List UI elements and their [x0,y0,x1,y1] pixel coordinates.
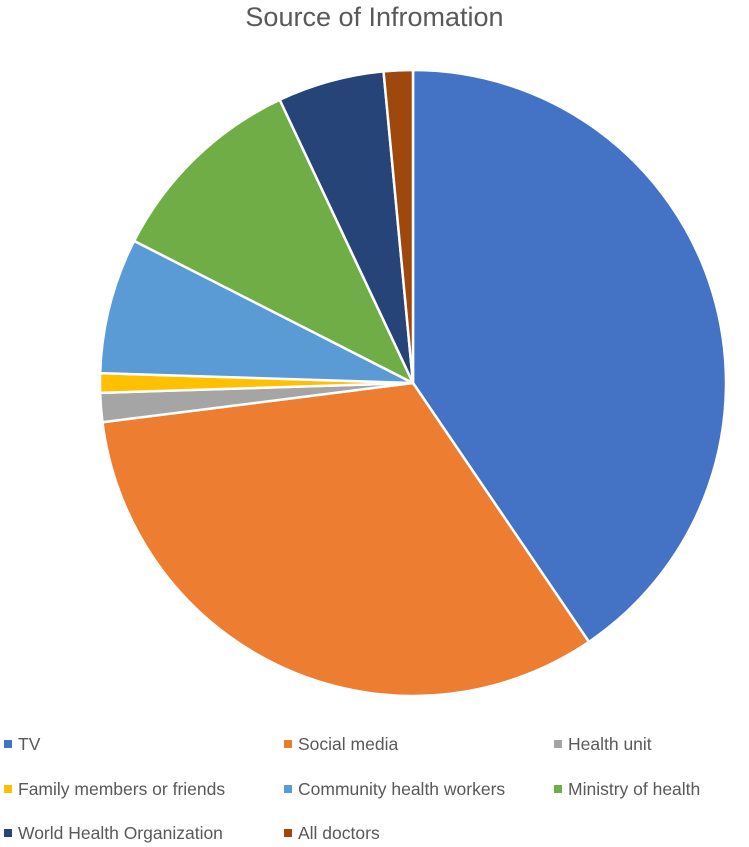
legend-swatch [4,785,12,793]
legend-label: Ministry of health [568,779,701,799]
legend-item-tv: TV [4,733,40,755]
legend-item-health-unit: Health unit [554,733,652,755]
pie-chart [98,68,728,698]
legend-label: Family members or friends [18,779,226,799]
legend-label: Social media [298,734,399,754]
legend-item-ministry-of-health: Ministry of health [554,778,700,800]
legend-item-all-doctors: All doctors [284,822,380,844]
legend-item-world-health-organization: World Health Organization [4,822,223,844]
pie-slice-tv [411,68,728,644]
legend-item-family-members-or-friends: Family members or friends [4,778,225,800]
legend-label: All doctors [298,823,380,843]
legend-label: TV [18,734,41,754]
legend-label: World Health Organization [18,823,223,843]
pie-slice-ministry-of-health [132,98,415,385]
legend-swatch [4,829,12,837]
chart-title: Source of Infromation [245,2,504,32]
legend-swatch [554,785,562,793]
pie-slices [98,68,728,698]
legend-swatch [284,829,292,837]
legend-item-community-health-workers: Community health workers [284,778,505,800]
legend-swatch [284,785,292,793]
legend-label: Health unit [568,734,652,754]
legend-item-social-media: Social media [284,733,398,755]
legend-swatch [284,740,292,748]
legend-swatch [554,740,562,748]
legend-label: Community health workers [298,779,506,799]
pie-slice-community-health-workers [98,239,415,385]
legend-swatch [4,740,12,748]
pie-slice-social-media [101,381,591,698]
pie-slice-all-doctors [382,68,415,385]
